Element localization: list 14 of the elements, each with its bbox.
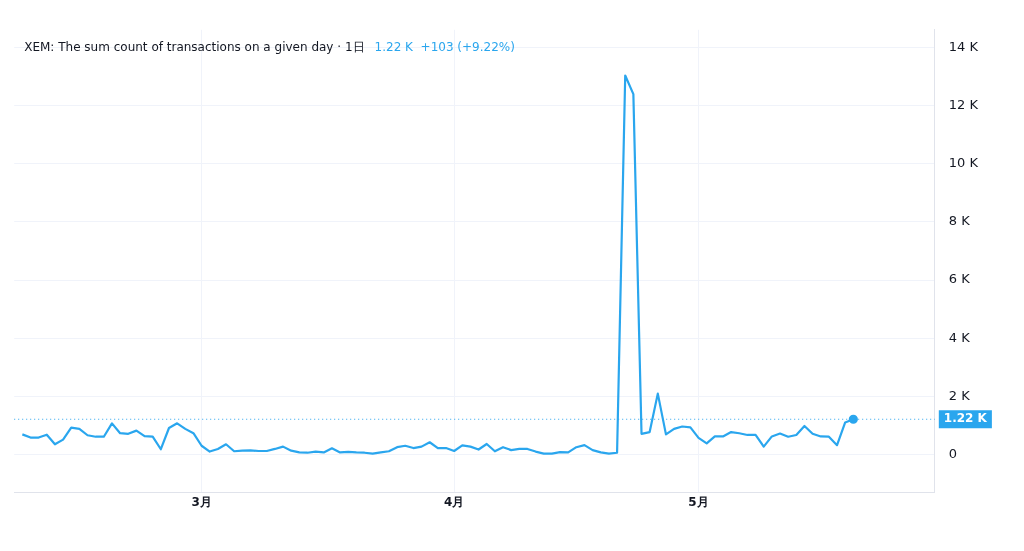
ref-line-label: 1.22 K [943, 411, 988, 426]
x-tick-label: 5月 [688, 494, 709, 509]
y-tick-label: 8 K [948, 213, 971, 229]
x-tick-label: 3月 [191, 494, 212, 509]
x-tick-label: 4月 [443, 494, 465, 509]
y-tick-label: 0 [948, 446, 958, 462]
y-tick-label: 14 K [948, 38, 979, 54]
y-tick-label: 4 K [948, 329, 971, 345]
text: 1.22 K +103 (+9.22%) [374, 39, 515, 54]
y-tick-label: 12 K [948, 96, 979, 112]
y-tick-label: 6 K [948, 271, 971, 287]
y-tick-label: 10 K [948, 155, 979, 171]
y-tick-label: 2 K [948, 387, 971, 403]
text: XEM: The sum count of transactions on a given day · 1日 [24, 39, 365, 54]
